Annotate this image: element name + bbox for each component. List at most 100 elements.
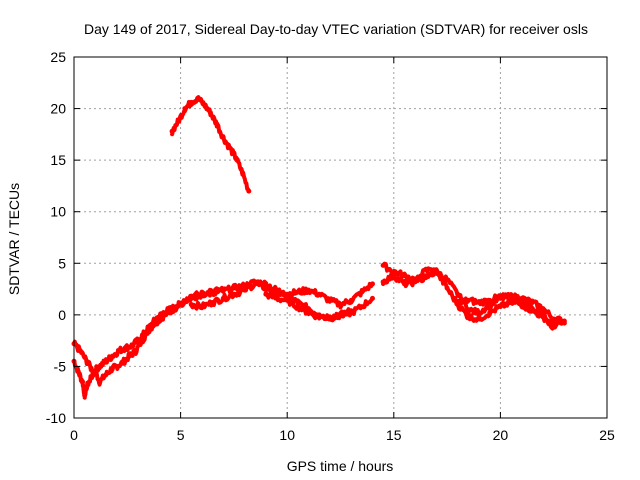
data-point	[348, 297, 354, 303]
data-point	[401, 273, 407, 279]
data-series	[263, 291, 375, 323]
data-point	[220, 295, 226, 301]
data-point	[391, 269, 397, 275]
data-point	[90, 369, 96, 375]
y-tick-label: 25	[50, 49, 66, 65]
data-point	[103, 358, 109, 364]
data-point	[161, 310, 167, 316]
data-point	[497, 304, 503, 310]
data-point	[423, 266, 429, 272]
data-point	[129, 343, 135, 349]
data-point	[316, 314, 322, 320]
y-tick-label: 10	[50, 204, 66, 220]
data-point	[551, 324, 557, 330]
y-tick-label: 5	[58, 255, 66, 271]
data-point	[80, 379, 86, 385]
data-point	[540, 306, 546, 312]
data-point	[141, 330, 147, 336]
data-point	[173, 304, 179, 310]
data-point	[214, 121, 220, 127]
data-point	[316, 291, 322, 297]
x-tick-label: 20	[493, 427, 509, 443]
data-point	[220, 134, 226, 140]
data-point	[444, 285, 450, 291]
series-line	[455, 292, 556, 331]
data-point	[529, 299, 535, 305]
data-point	[84, 384, 90, 390]
data-point	[114, 363, 120, 369]
x-tick-label: 15	[386, 427, 402, 443]
data-point	[169, 128, 175, 134]
series-line	[72, 285, 226, 376]
data-point	[540, 312, 546, 318]
data-point	[455, 299, 461, 305]
data-point	[246, 188, 252, 194]
data-point	[180, 299, 186, 305]
data-point	[201, 101, 207, 107]
data-point	[103, 372, 109, 378]
data-point	[465, 297, 471, 303]
data-point	[476, 310, 482, 316]
data-point	[476, 316, 482, 322]
y-tick-label: 15	[50, 152, 66, 168]
x-axis-label: GPS time / hours	[287, 458, 394, 474]
y-axis-label: SDTVAR / TECUs	[6, 183, 22, 295]
data-point	[561, 320, 567, 326]
data-point	[167, 307, 173, 313]
data-point	[199, 304, 205, 310]
x-tick-label: 25	[599, 427, 615, 443]
data-point	[242, 283, 248, 289]
data-point	[195, 95, 201, 101]
data-point	[97, 379, 103, 385]
data-point	[82, 392, 88, 398]
data-point	[133, 348, 139, 354]
data-point	[188, 302, 194, 308]
data-point	[338, 313, 343, 319]
data-point	[126, 353, 132, 359]
data-point	[252, 279, 258, 285]
data-point	[306, 306, 312, 312]
data-point	[220, 288, 226, 294]
data-series	[455, 292, 557, 331]
data-point	[263, 291, 269, 297]
data-point	[519, 299, 525, 305]
data-point	[338, 302, 343, 308]
data-point	[487, 310, 493, 316]
data-point	[274, 295, 280, 301]
data-point	[188, 99, 194, 105]
data-point	[423, 275, 429, 281]
data-point	[199, 289, 205, 295]
data-point	[401, 281, 407, 287]
data-point	[188, 295, 194, 301]
data-point	[122, 345, 128, 351]
x-tick-label: 0	[70, 427, 78, 443]
data-point	[233, 155, 239, 161]
chart-title: Day 149 of 2017, Sidereal Day-to-day VTE…	[84, 21, 588, 37]
data-point	[455, 291, 461, 297]
data-point	[295, 289, 301, 295]
data-point	[227, 145, 233, 151]
data-series	[169, 95, 252, 194]
data-point	[391, 273, 397, 279]
data-point	[306, 310, 312, 316]
plot-frame	[73, 56, 608, 419]
x-axis-ticks: 0 5 10 15 20 25	[70, 57, 615, 443]
data-point	[327, 297, 333, 303]
data-point	[369, 295, 375, 301]
data-point	[327, 315, 333, 321]
data-point	[284, 297, 290, 303]
data-point	[109, 353, 115, 359]
plot-area	[71, 95, 567, 400]
data-point	[182, 106, 188, 112]
data-point	[274, 287, 280, 293]
data-point	[348, 310, 354, 316]
data-point	[380, 262, 386, 268]
data-point	[77, 348, 83, 354]
data-point	[210, 291, 216, 297]
data-point	[97, 363, 103, 369]
data-point	[465, 314, 471, 320]
data-point	[359, 304, 365, 310]
data-point	[476, 299, 482, 305]
